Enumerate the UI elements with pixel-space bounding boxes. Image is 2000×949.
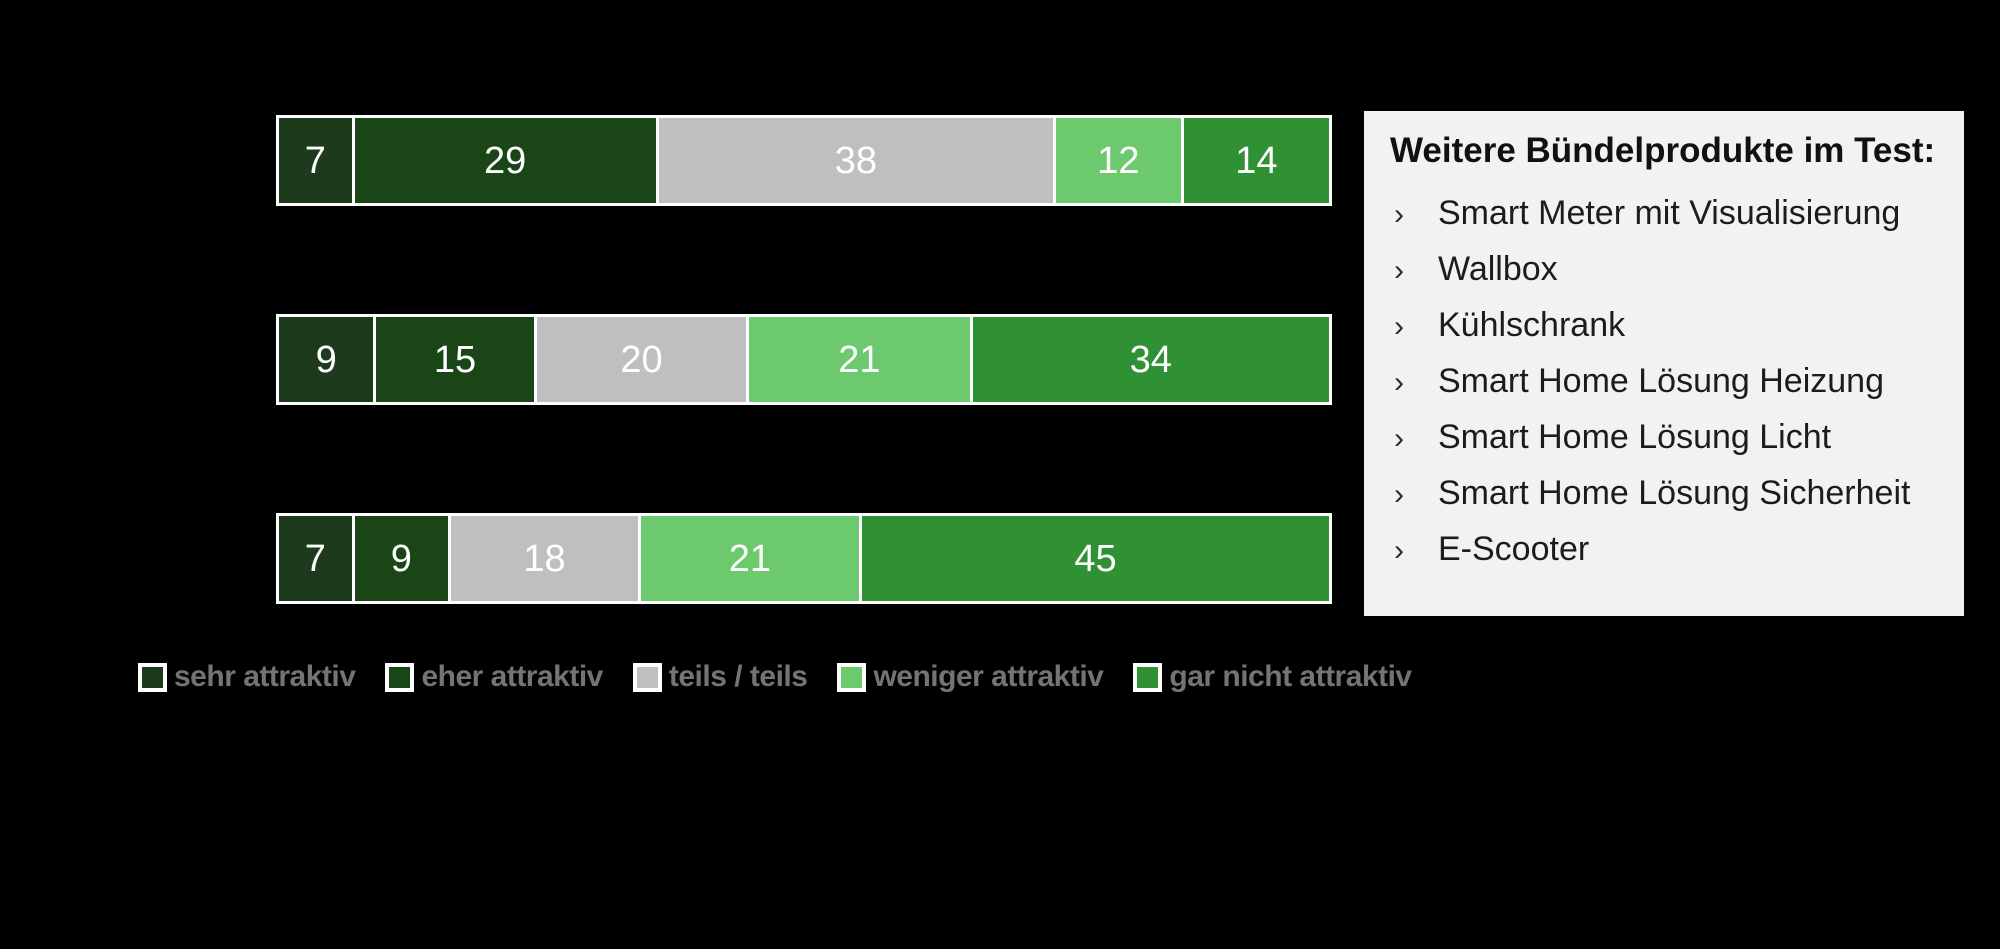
chevron-bullet-icon: › (1394, 533, 1404, 567)
side-panel-item-text: Smart Home Lösung Licht (1438, 417, 1832, 456)
legend-item: sehr attraktiv (138, 660, 356, 694)
bar-value-label: 34 (1129, 338, 1172, 381)
side-panel-list: › Smart Meter mit Visualisierung › Wallbox ›… (1390, 185, 1938, 577)
chevron-bullet-icon: › (1394, 421, 1404, 455)
legend-label: teils / teils (668, 660, 808, 693)
legend-label: sehr attraktiv (174, 660, 356, 693)
bar-segment: 20 (536, 317, 750, 402)
side-panel-item-text: Smart Home Lösung Sicherheit (1438, 473, 1911, 512)
bar-value-label: 29 (484, 139, 527, 182)
bar-row: 7 9 18 21 45 (276, 513, 1332, 604)
legend-label: gar nicht attraktiv (1169, 660, 1412, 693)
bar-value-label: 21 (728, 537, 772, 580)
side-panel-list-item: › Wallbox (1390, 241, 1938, 297)
bar-value-label: 45 (1074, 537, 1117, 580)
bar-value-label: 9 (315, 338, 337, 381)
stacked-bar-chart: 7 29 38 12 14 9 15 20 21 34 7 9 18 21 45 (276, 115, 1332, 604)
side-panel-list-item: › Smart Home Lösung Licht (1390, 409, 1938, 465)
bar-segment: 9 (279, 317, 377, 402)
legend-label: weniger attraktiv (873, 660, 1104, 693)
bar-value-label: 9 (390, 537, 412, 580)
bar-segment: 15 (376, 317, 537, 402)
side-panel-list-item: › E-Scooter (1390, 521, 1938, 577)
bar-segment: 21 (640, 516, 862, 601)
legend-swatch-icon (138, 662, 167, 692)
bar-value-label: 18 (523, 537, 566, 580)
bar-row: 9 15 20 21 34 (276, 314, 1332, 405)
chevron-bullet-icon: › (1394, 253, 1404, 287)
side-panel-item-text: E-Scooter (1438, 529, 1590, 568)
bar-segment: 18 (451, 516, 641, 601)
bar-value-label: 15 (433, 338, 477, 381)
side-panel-list-item: › Smart Meter mit Visualisierung (1390, 185, 1938, 241)
side-panel-list-item: › Kühlschrank (1390, 297, 1938, 353)
side-panel-item-text: Kühlschrank (1438, 305, 1626, 344)
bar-row: 7 29 38 12 14 (276, 115, 1332, 206)
bar-value-label: 7 (304, 139, 326, 182)
bar-segment: 9 (354, 516, 452, 601)
legend-label: eher attraktiv (421, 660, 603, 693)
legend-swatch-icon (1133, 662, 1163, 692)
chevron-bullet-icon: › (1394, 365, 1404, 399)
bar-segment: 7 (279, 118, 355, 203)
bar-value-label: 38 (834, 139, 878, 182)
bar-value-label: 21 (838, 338, 881, 381)
bar-segment: 21 (749, 317, 973, 402)
side-panel: Weitere Bündelprodukte im Test: › Smart M… (1364, 111, 1964, 616)
side-panel-list-item: › Smart Home Lösung Sicherheit (1390, 465, 1938, 521)
legend-swatch-icon (385, 662, 415, 692)
chevron-bullet-icon: › (1394, 477, 1404, 511)
side-panel-item-text: Smart Meter mit Visualisierung (1438, 193, 1901, 232)
bar-value-label: 12 (1097, 139, 1140, 182)
bar-segment: 7 (279, 516, 355, 601)
legend-item: teils / teils (632, 660, 808, 694)
bar-segment: 45 (861, 516, 1329, 601)
legend-swatch-icon (837, 662, 867, 692)
legend-item: weniger attraktiv (837, 660, 1104, 694)
bar-segment: 34 (972, 317, 1329, 402)
side-panel-item-text: Smart Home Lösung Heizung (1438, 361, 1885, 400)
chevron-bullet-icon: › (1394, 309, 1404, 343)
bar-value-label: 7 (304, 537, 326, 580)
side-panel-item-text: Wallbox (1438, 249, 1558, 288)
bar-segment: 38 (658, 118, 1057, 203)
chevron-bullet-icon: › (1394, 197, 1404, 231)
side-panel-title: Weitere Bündelprodukte im Test: (1390, 131, 1936, 170)
legend-item: gar nicht attraktiv (1133, 660, 1412, 694)
bar-value-label: 14 (1235, 139, 1278, 182)
legend-swatch-icon (632, 662, 662, 692)
side-panel-list-item: › Smart Home Lösung Heizung (1390, 353, 1938, 409)
bar-segment: 29 (354, 118, 659, 203)
bar-value-label: 20 (620, 338, 663, 381)
legend-item: eher attraktiv (385, 660, 603, 694)
chart-legend: sehr attraktiv eher attraktiv teils / teil… (138, 660, 1412, 694)
bar-segment: 12 (1056, 118, 1184, 203)
bar-segment: 14 (1183, 118, 1329, 203)
